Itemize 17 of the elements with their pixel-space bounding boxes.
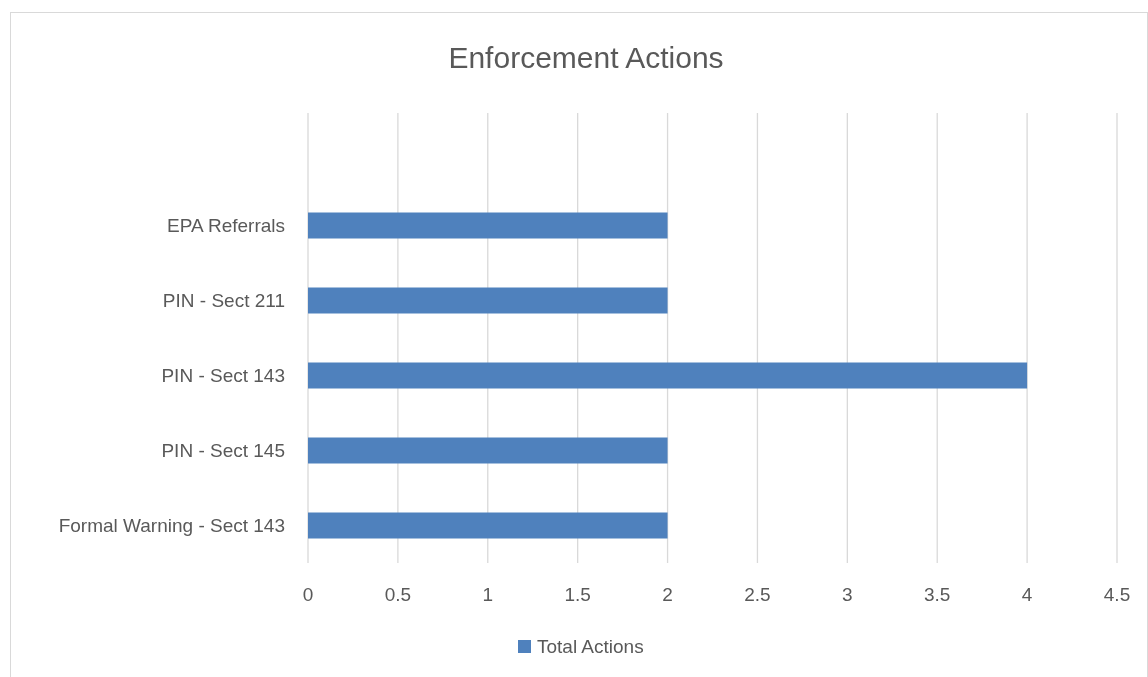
x-tick-label: 4	[1021, 584, 1033, 605]
chart-title: Enforcement Actions	[448, 41, 724, 74]
x-tick-label: 2.5	[744, 584, 771, 605]
x-tick-label: 1	[482, 584, 494, 605]
x-tick-label: 3.5	[924, 584, 951, 605]
y-tick-label: EPA Referrals	[167, 215, 285, 237]
y-tick-label: PIN - Sect 211	[162, 290, 285, 312]
y-tick-label: Formal Warning - Sect 143	[58, 515, 285, 537]
x-tick-label: 3	[842, 584, 853, 605]
x-tick-label: 1.5	[564, 584, 591, 605]
y-tick-label: PIN - Sect 145	[161, 440, 285, 462]
x-tick-label: 0.5	[384, 584, 412, 605]
y-tick-label: PIN - Sect 143	[161, 365, 285, 387]
x-tick-label: 4.5	[1103, 584, 1131, 605]
x-tick-label: 2	[662, 584, 673, 605]
legend-label: Total Actions	[537, 636, 644, 657]
x-tick-label: 0	[302, 584, 314, 605]
